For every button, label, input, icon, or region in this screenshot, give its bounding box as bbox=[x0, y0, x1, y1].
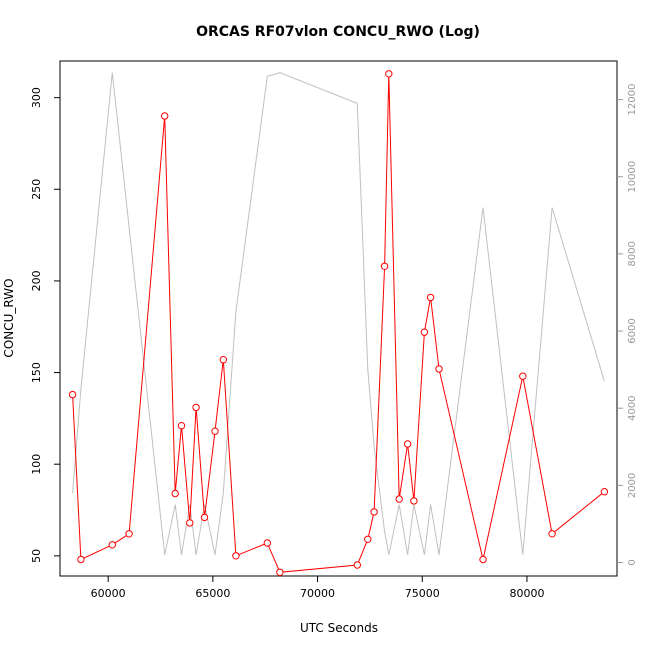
data-point bbox=[77, 555, 85, 564]
y-axis-ticks: 50 100 150 200 250 300 bbox=[30, 87, 60, 563]
data-point bbox=[435, 365, 443, 373]
data-point bbox=[161, 112, 169, 120]
primary-series-line bbox=[72, 73, 605, 573]
data-point bbox=[211, 427, 219, 435]
y-axis-label: CONCU_RWO bbox=[2, 278, 16, 357]
y2-tick-label: 10000 bbox=[627, 161, 638, 193]
y-tick-label: 200 bbox=[30, 270, 43, 291]
y2-tick-label: 8000 bbox=[627, 241, 638, 266]
y2-tick-label: 12000 bbox=[627, 84, 638, 116]
data-point bbox=[68, 390, 77, 399]
secondary-series-line bbox=[72, 72, 605, 555]
chart-title: ORCAS RF07vlon CONCU_RWO (Log) bbox=[196, 24, 480, 40]
data-point bbox=[171, 489, 179, 498]
data-point bbox=[403, 440, 412, 448]
data-point bbox=[380, 262, 389, 270]
data-point bbox=[600, 488, 609, 496]
data-point bbox=[370, 508, 378, 516]
y-tick-label: 50 bbox=[30, 549, 43, 563]
plot-frame bbox=[59, 60, 618, 577]
y-tick-label: 150 bbox=[30, 362, 43, 383]
data-point bbox=[276, 568, 284, 576]
y2-tick-label: 4000 bbox=[627, 395, 638, 420]
data-point bbox=[200, 513, 209, 522]
data-point bbox=[420, 328, 429, 336]
data-point bbox=[186, 519, 194, 527]
data-point bbox=[395, 495, 403, 503]
data-point bbox=[192, 403, 200, 412]
x-tick-label: 65000 bbox=[195, 587, 230, 600]
data-point bbox=[364, 535, 372, 543]
data-point bbox=[519, 372, 527, 380]
data-point bbox=[177, 422, 186, 430]
data-point bbox=[353, 561, 361, 569]
data-point bbox=[426, 293, 435, 302]
data-point bbox=[410, 497, 418, 505]
y2-tick-label: 0 bbox=[627, 559, 638, 565]
y2-tick-label: 6000 bbox=[627, 318, 638, 343]
x-axis-ticks: 60000 65000 70000 75000 80000 bbox=[91, 576, 544, 600]
data-point bbox=[548, 530, 556, 538]
y-tick-label: 100 bbox=[30, 454, 43, 475]
data-point bbox=[479, 555, 487, 564]
y2-tick-label: 2000 bbox=[627, 473, 638, 498]
y-tick-label: 250 bbox=[30, 179, 43, 200]
series-lines bbox=[72, 72, 605, 573]
y2-axis-ticks: 0 2000 4000 6000 8000 10000 12000 bbox=[617, 84, 638, 566]
data-point bbox=[385, 70, 393, 78]
x-tick-label: 60000 bbox=[91, 587, 126, 600]
x-tick-label: 80000 bbox=[509, 587, 544, 600]
data-point bbox=[263, 539, 271, 547]
data-point bbox=[108, 541, 117, 549]
data-point bbox=[219, 356, 228, 364]
series-points bbox=[68, 70, 609, 576]
y-tick-label: 300 bbox=[30, 87, 43, 108]
x-axis-label: UTC Seconds bbox=[300, 621, 378, 635]
data-point bbox=[232, 552, 240, 560]
data-point bbox=[125, 530, 133, 538]
x-tick-label: 70000 bbox=[300, 587, 335, 600]
x-tick-label: 75000 bbox=[405, 587, 440, 600]
